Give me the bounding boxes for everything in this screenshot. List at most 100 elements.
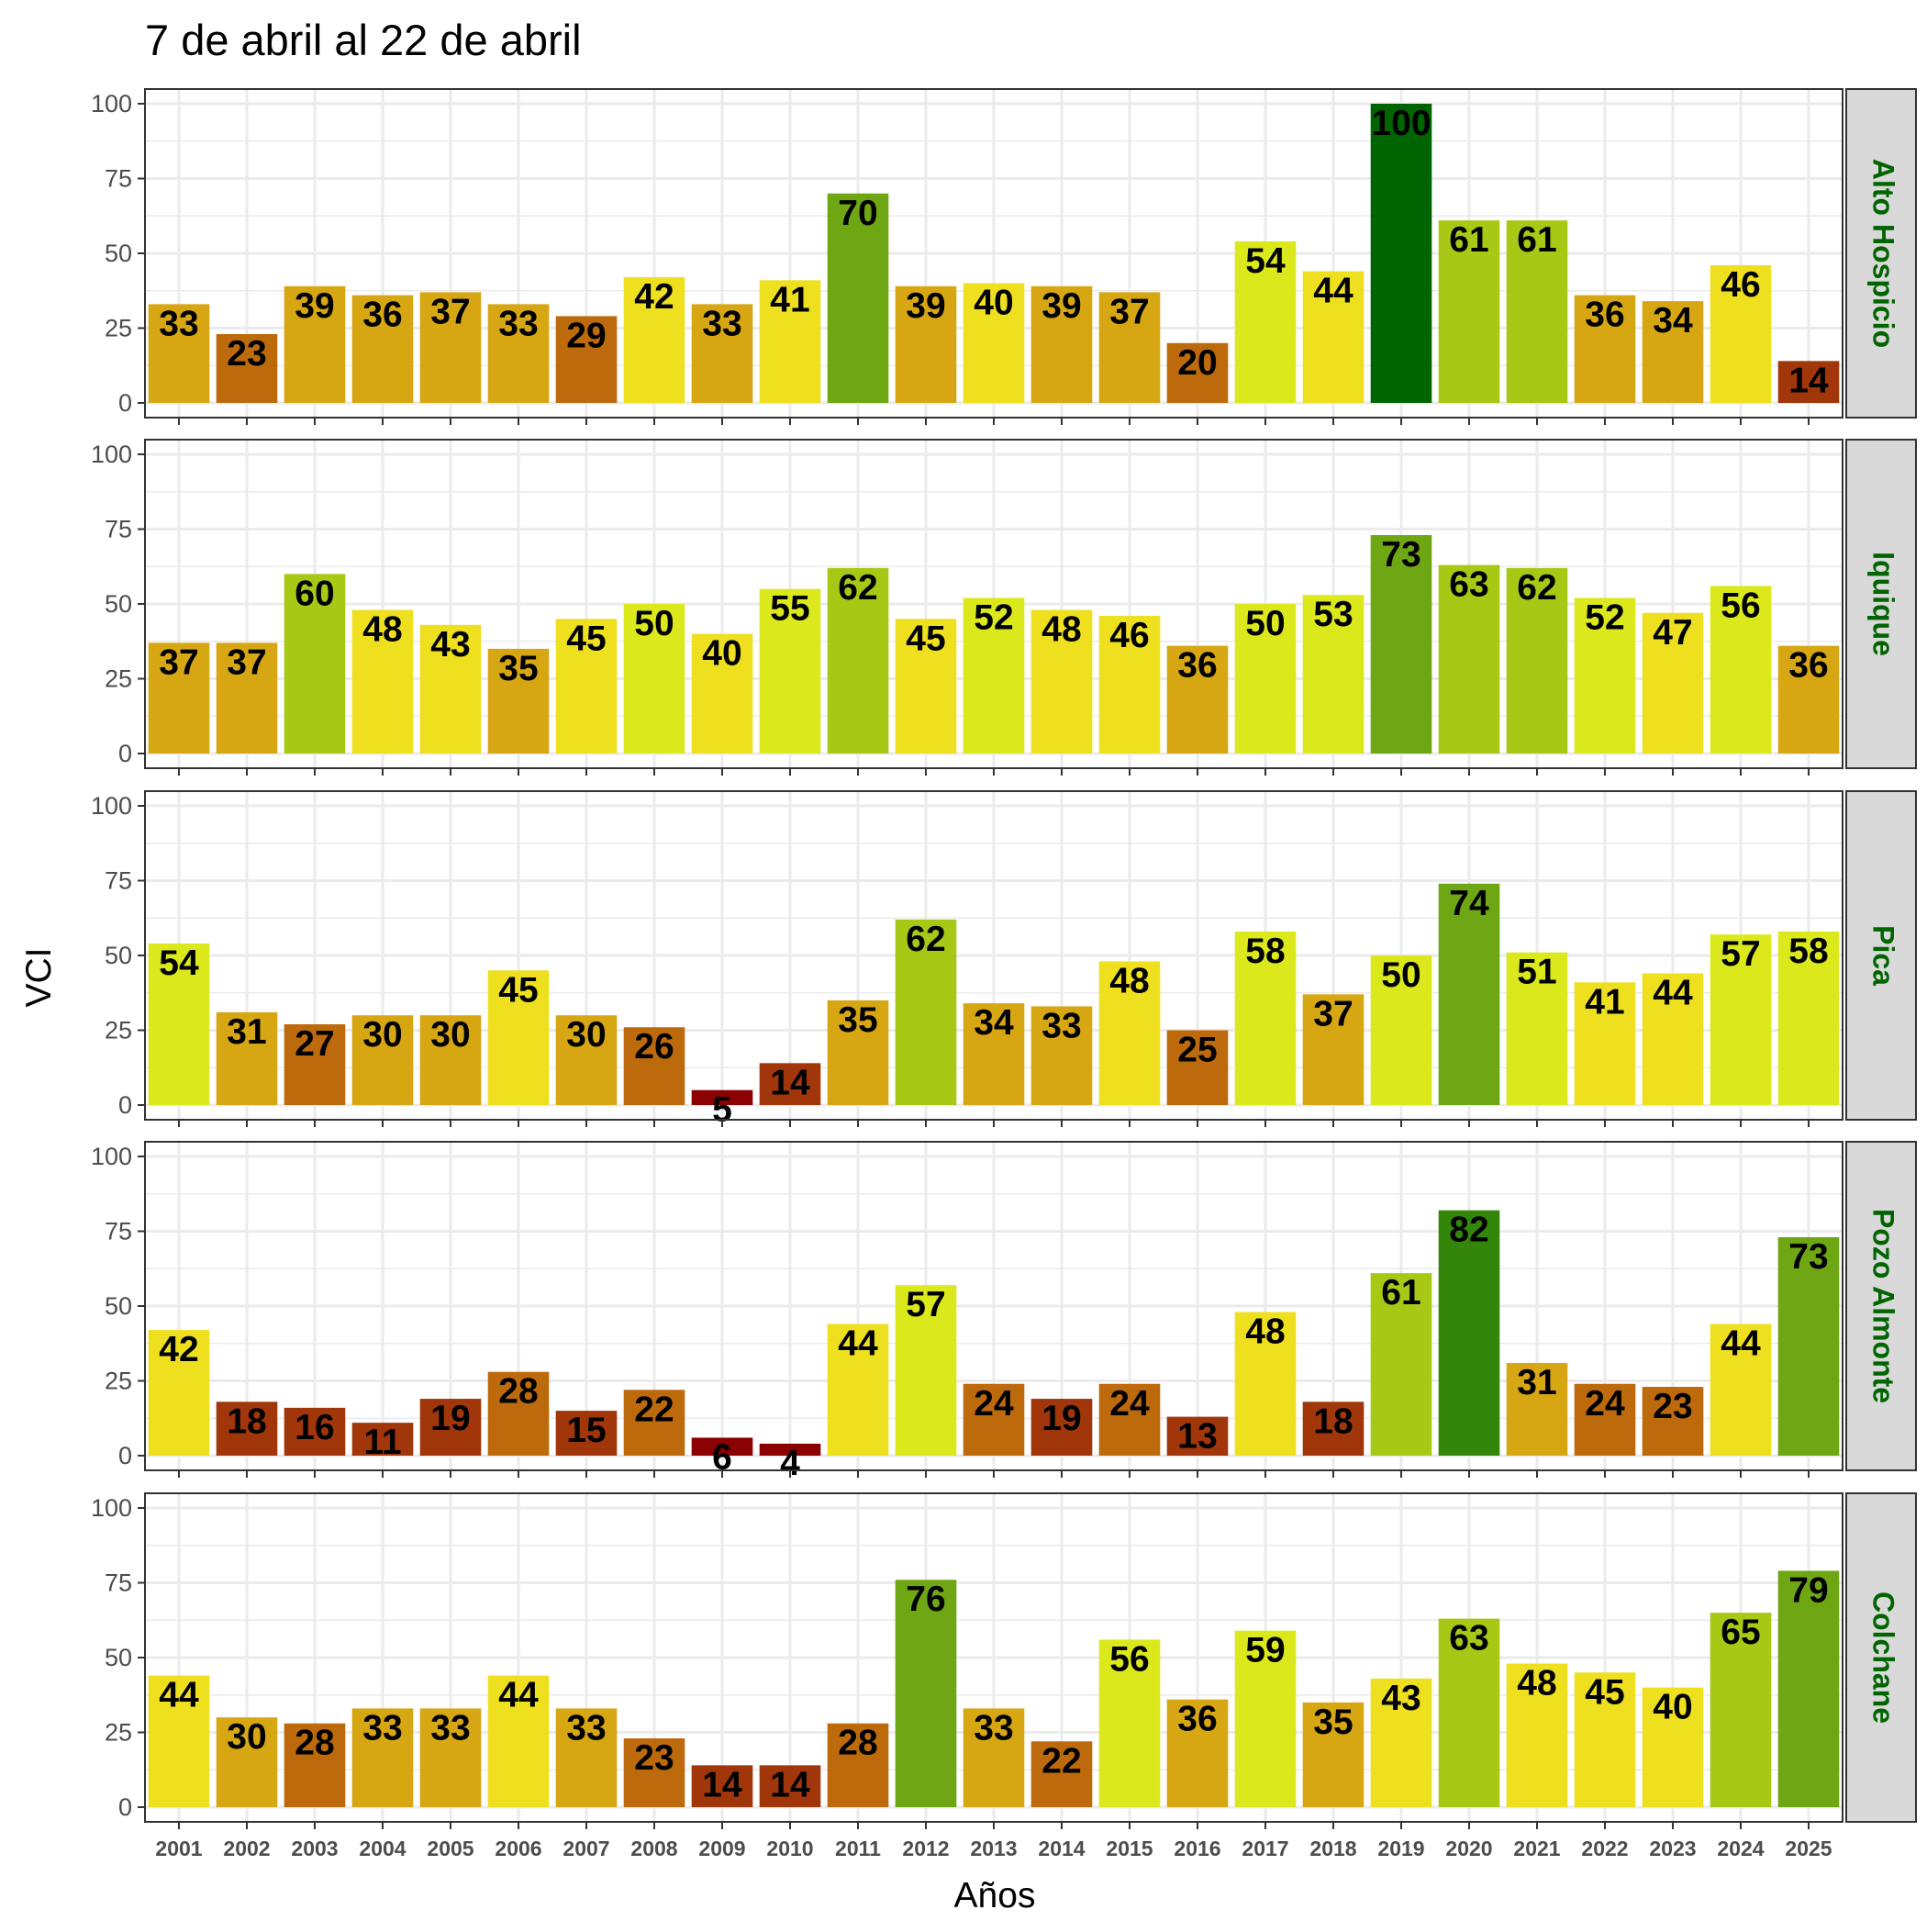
bar-value-label: 37: [1109, 292, 1149, 331]
bar-value-label: 60: [295, 574, 334, 613]
bar: [1030, 1399, 1093, 1456]
x-tick-label: 2024: [1717, 1837, 1764, 1860]
bar-value-label: 48: [1041, 610, 1081, 650]
y-tick-label: 100: [91, 441, 132, 468]
bar-value-label: 35: [1313, 1703, 1353, 1742]
bar: [1370, 535, 1432, 754]
x-tick-label: 2010: [766, 1837, 813, 1860]
bar-value-label: 42: [159, 1330, 198, 1369]
y-tick-label: 25: [105, 665, 132, 693]
facet-strip: [1845, 88, 1917, 419]
bar-value-label: 19: [1041, 1399, 1081, 1438]
bar: [1098, 292, 1161, 403]
x-tick-label: 2020: [1445, 1837, 1492, 1860]
bar-value-label: 36: [1177, 1700, 1217, 1739]
y-tick-label: 50: [105, 1644, 132, 1671]
bar: [691, 1089, 753, 1105]
x-tick-label: 2004: [359, 1837, 406, 1860]
bar: [1438, 564, 1500, 754]
bar: [555, 1708, 618, 1807]
bar: [1030, 1006, 1093, 1105]
bar-value-label: 6: [712, 1437, 732, 1477]
facet-strip-label: Colchane: [1867, 1591, 1900, 1724]
bar: [1098, 1383, 1161, 1456]
bar: [148, 1330, 210, 1456]
bar: [555, 1015, 618, 1105]
bar-value-label: 46: [1109, 616, 1149, 655]
bar: [216, 1011, 278, 1105]
bar-value-label: 48: [362, 610, 402, 650]
bar-value-label: 28: [498, 1372, 538, 1412]
bar: [1642, 1387, 1704, 1456]
bar: [216, 1717, 278, 1807]
bar: [1098, 961, 1161, 1105]
bar-value-label: 39: [295, 286, 334, 326]
bar: [1642, 1687, 1704, 1807]
bar-value-label: 44: [1313, 272, 1353, 311]
bar-value-label: 30: [430, 1015, 470, 1055]
bar: [419, 1399, 482, 1456]
bar: [1438, 1210, 1500, 1456]
bar: [284, 1723, 346, 1807]
bar-value-label: 45: [906, 619, 945, 658]
x-tick-label: 2003: [291, 1837, 338, 1860]
bar-value-label: 40: [1653, 1688, 1692, 1727]
bar-value-label: 18: [227, 1402, 266, 1441]
bar: [895, 1580, 957, 1807]
bar-value-label: 34: [974, 1003, 1014, 1043]
bar-value-label: 14: [1788, 361, 1829, 400]
bar: [351, 1423, 414, 1456]
bar-value-label: 23: [1653, 1387, 1692, 1426]
bar: [963, 1003, 1025, 1105]
bar-value-label: 43: [430, 625, 470, 664]
bar-value-label: 43: [1381, 1679, 1420, 1718]
y-tick-label: 75: [105, 867, 132, 895]
bar-value-label: 73: [1381, 535, 1420, 575]
bar: [1777, 645, 1840, 754]
bar: [623, 277, 685, 403]
y-tick-label: 100: [91, 792, 132, 820]
bar: [1030, 609, 1093, 754]
bar-value-label: 47: [1653, 613, 1692, 653]
bar: [1574, 982, 1636, 1105]
bar-value-label: 50: [1245, 604, 1285, 643]
bar-value-label: 26: [634, 1027, 674, 1067]
bar-value-label: 33: [159, 304, 198, 343]
bar: [895, 1285, 957, 1456]
bar: [284, 285, 346, 403]
bar: [1710, 265, 1772, 403]
bar-value-label: 61: [1381, 1273, 1420, 1312]
bar: [1777, 1570, 1840, 1807]
bar: [691, 304, 753, 403]
bar-value-label: 61: [1517, 220, 1556, 260]
y-tick-label: 75: [105, 1218, 132, 1245]
bar: [555, 1411, 618, 1456]
bar: [963, 283, 1025, 403]
bar-value-label: 48: [1517, 1664, 1556, 1703]
bar: [487, 970, 550, 1105]
bar: [827, 567, 889, 754]
bar-value-label: 24: [974, 1384, 1014, 1424]
bar-value-label: 14: [770, 1765, 810, 1804]
bar-value-label: 33: [498, 304, 538, 343]
facet-strip-label: Pica: [1867, 925, 1900, 986]
bar: [1642, 301, 1704, 403]
x-tick-label: 2005: [427, 1837, 473, 1860]
x-tick-label: 2023: [1649, 1837, 1696, 1860]
bar: [827, 1000, 889, 1105]
x-tick-label: 2015: [1106, 1837, 1153, 1860]
bar-value-label: 13: [1177, 1417, 1217, 1457]
bar-value-label: 46: [1721, 265, 1760, 305]
bar: [1098, 1639, 1161, 1807]
bar-value-label: 52: [1585, 597, 1624, 637]
facet-strip-label: Alto Hospicio: [1867, 159, 1900, 348]
bar-value-label: 52: [974, 597, 1013, 637]
bar: [351, 609, 414, 754]
facet-panel: 37 37 60 48 43 35 45 50 40 55 62 45 52 48 46 36 50 53 73 63…: [91, 439, 1917, 776]
y-tick-label: 75: [105, 165, 132, 193]
x-tick-label: 2007: [563, 1837, 609, 1860]
bar: [1030, 285, 1093, 403]
